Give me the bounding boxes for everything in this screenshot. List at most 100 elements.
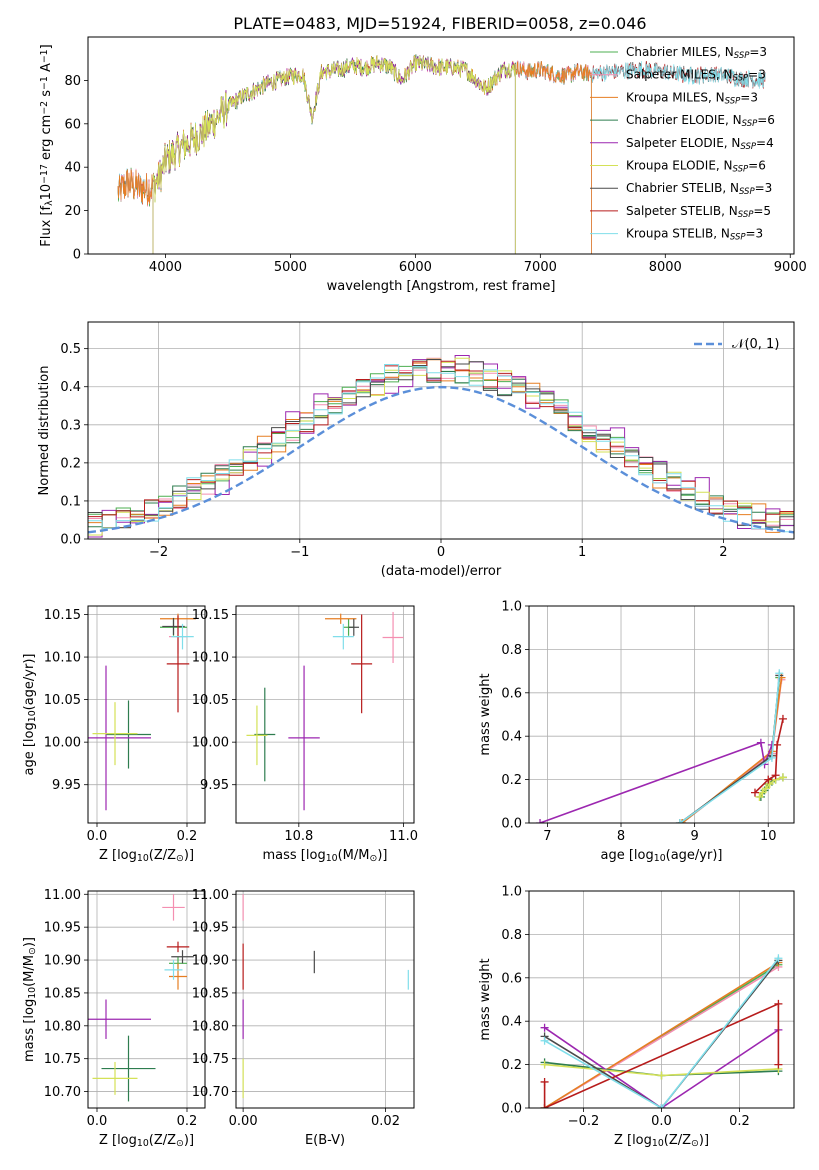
series-marker <box>756 738 765 747</box>
series-line <box>544 961 779 1108</box>
legend-sub: SSP <box>733 73 749 83</box>
y-axis-label-part: (M/M <box>22 955 37 987</box>
y-tick-label: 10.85 <box>44 986 81 1001</box>
legend-label-salpeter_elodie: Salpeter ELODIE, NSSP=4 <box>626 136 774 152</box>
point-kroupa_stelib <box>171 623 194 650</box>
y-tick-label: 60 <box>64 117 81 132</box>
x-axis-label-part: (age/yr)] <box>666 848 723 863</box>
y-axis-label-part: −1 <box>39 76 50 90</box>
x-tick-label: 0.2 <box>729 1114 750 1129</box>
legend-text: Kroupa ELODIE, N <box>626 159 733 173</box>
y-tick-label: 0.3 <box>60 418 81 433</box>
legend-text: Chabrier STELIB, N <box>626 181 739 195</box>
y-axis-label-part: Flux [f <box>39 205 54 246</box>
series-marker <box>657 1071 666 1080</box>
legend-text: Chabrier ELODIE, N <box>626 113 742 127</box>
x-tick-label: 0.02 <box>371 1114 400 1129</box>
y-tick-label: 10.95 <box>192 921 229 936</box>
y-tick-label: 80 <box>64 74 81 89</box>
x-tick-label: 8000 <box>649 260 682 275</box>
y-axis-label-part: ] <box>39 44 54 49</box>
x-tick-label: 8 <box>617 829 625 844</box>
series-kroupa_stelib <box>540 954 783 1108</box>
legend-label-normal: 𝒩(0, 1) <box>732 337 779 352</box>
legend-text: Salpeter STELIB, N <box>626 204 738 218</box>
x-tick-label: 1 <box>578 545 586 560</box>
point-salpeter_elodie <box>288 665 320 811</box>
x-axis-label-part: ⊙ <box>691 1138 699 1149</box>
x-tick-label: 0.0 <box>651 1114 672 1129</box>
y-tick-label: 11.00 <box>44 888 81 903</box>
x-tick-label: 0 <box>437 545 445 560</box>
x-axis-label-part: (Z/Z <box>149 848 176 863</box>
x-axis-label: Z [log10(Z/Z⊙)] <box>99 848 194 864</box>
y-tick-label: 10.80 <box>44 1019 81 1034</box>
series-line <box>544 957 780 1108</box>
legend-label-chabrier_stelib: Chabrier STELIB, NSSP=3 <box>626 181 772 197</box>
weight_vs_age-plot-area <box>536 669 787 823</box>
y-tick-label: 1.0 <box>501 600 522 615</box>
x-axis-label-part: )] <box>377 848 387 863</box>
spectrum-series-salpeter_elodie <box>152 54 516 254</box>
age_vs_Z-plot-area <box>88 613 196 811</box>
axes-frame <box>87 890 206 1109</box>
x-tick-label: 0.2 <box>177 1114 198 1129</box>
spectrum-series-chabrier_elodie <box>152 54 516 254</box>
x-axis-label: age [log10(age/yr)] <box>601 848 723 864</box>
x-tick-label: 9 <box>690 829 698 844</box>
y-axis-label: Flux [fλ10−17 erg cm−2 s−1 A−1] <box>39 44 55 246</box>
legend-label-salpeter_stelib: Salpeter STELIB, NSSP=5 <box>626 204 771 220</box>
y-tick-label: 10.10 <box>44 651 81 666</box>
series-marker <box>540 1077 549 1086</box>
series-marker <box>657 1104 666 1108</box>
x-axis-label-part: mass [log <box>263 848 326 863</box>
point-salpeter_stelib <box>166 941 190 953</box>
y-axis-label-part: age [log <box>22 722 37 775</box>
legend-tail: =3 <box>749 45 767 59</box>
legend-tail: =3 <box>755 181 773 195</box>
y-axis-label-part: −17 <box>39 164 50 184</box>
spectrum-axes: 4000 5000 6000 7000 8000 9000 0 20 40 60 80 <box>64 74 806 275</box>
y-axis-label-part: )] <box>22 937 37 947</box>
axes-frame <box>87 605 206 824</box>
y-axis-label: Normed distribution <box>37 366 52 496</box>
spectrum-series-salpeter_miles <box>117 54 592 254</box>
legend-text: Kroupa STELIB, N <box>626 227 730 241</box>
point-chabrier_elodie <box>101 1035 156 1102</box>
x-tick-label: 2 <box>719 545 727 560</box>
series-marker <box>765 779 774 788</box>
series-marker <box>774 999 783 1008</box>
x-tick-label: −2 <box>149 545 168 560</box>
series-marker <box>774 954 783 963</box>
point-salpeter_miles <box>162 894 185 921</box>
series-salpeter_stelib <box>540 999 783 1108</box>
series-line <box>681 677 783 823</box>
axes-frame <box>528 605 795 824</box>
axes-frame <box>87 321 795 540</box>
series-marker <box>678 819 687 823</box>
series-salpeter_stelib <box>750 714 787 797</box>
series-line <box>681 677 781 823</box>
series-marker <box>540 1060 549 1069</box>
y-axis-label-part: 10 <box>27 987 38 999</box>
legend-tail: =4 <box>756 136 774 150</box>
y-tick-label: 11.00 <box>192 888 229 903</box>
point-kroupa_miles <box>169 963 187 990</box>
y-tick-label: 10.00 <box>44 736 81 751</box>
y-tick-label: 0.8 <box>501 928 522 943</box>
x-tick-label: 5000 <box>274 260 307 275</box>
series-chabrier_stelib <box>675 671 784 823</box>
legend-sub: SSP <box>738 210 754 220</box>
point-chabrier_elodie <box>254 687 276 782</box>
legend-label-kroupa_stelib: Kroupa STELIB, NSSP=3 <box>626 227 763 243</box>
legend-sub: SSP <box>734 51 750 61</box>
y-tick-label: 0.6 <box>501 686 522 701</box>
series-line <box>681 679 783 823</box>
y-tick-label: 0.1 <box>60 494 81 509</box>
y-axis-label: mass weight <box>478 958 493 1040</box>
series-marker <box>750 788 759 797</box>
series-marker <box>767 753 776 762</box>
x-axis-label-part: )] <box>184 848 194 863</box>
y-axis-label-part: mass [log <box>22 999 37 1062</box>
